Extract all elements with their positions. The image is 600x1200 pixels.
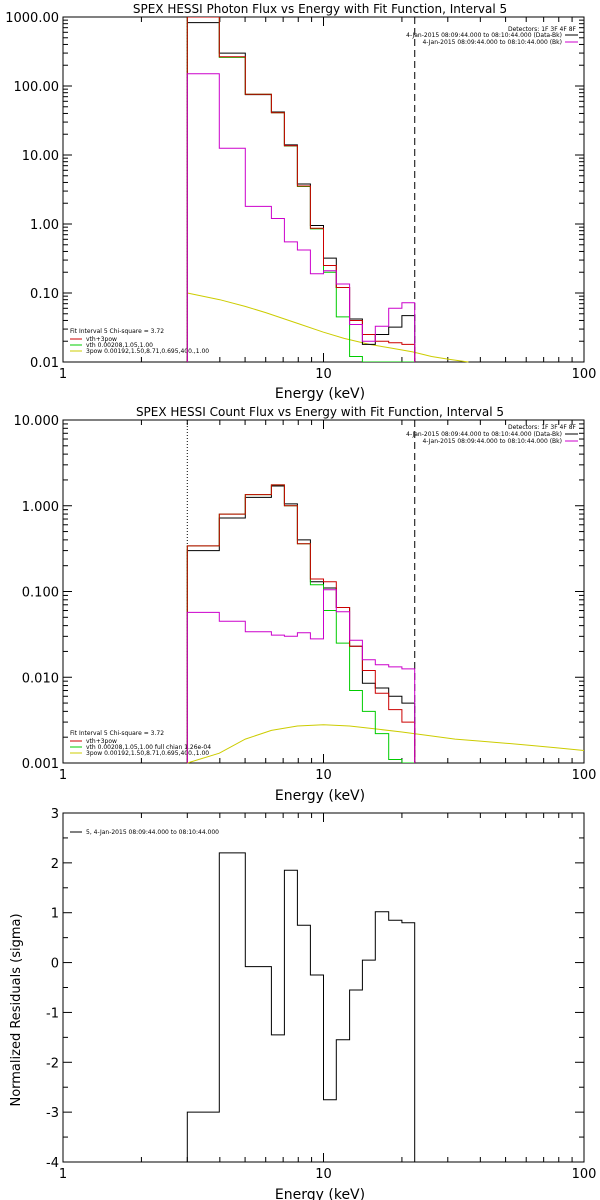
panel-3-y-tick-label: 1 [51, 907, 59, 922]
panel-1-plot-frame [62, 16, 585, 363]
panel-1-y-tick-label: 0.10 [30, 287, 59, 302]
panel-2-y-tick-label: 0.010 [22, 671, 59, 686]
panel-2-x-tick-label: 1 [59, 768, 67, 783]
panel-3-xlabel: Energy (keV) [275, 1187, 365, 1200]
panel-2-header-line-2: 4-Jan-2015 08:09:44.000 to 08:10:44.000 … [406, 431, 562, 438]
panel-2-y-tick-label: 1.000 [22, 500, 59, 515]
panel-3-y-tick-label: 0 [51, 957, 59, 972]
panel-1-x-tick-label: 1 [59, 367, 67, 382]
panel-3-x-tick-label: 100 [572, 1167, 597, 1182]
panel-2-fit-legend-2: vth 0.00208,1.05,1.00 full chian 1.26e-0… [86, 744, 211, 751]
panel-1-x-tick-label: 10 [315, 367, 332, 382]
panel-1-header-line-1: Detectors: 1F 3F 4F 8F [508, 26, 577, 33]
panel-1-fit-legend-0: Fit Interval 5 Chi-square = 3.72 [70, 328, 164, 335]
panel-3-y-tick-label: -4 [46, 1156, 59, 1171]
panel-2-series-step-2 [186, 484, 416, 763]
panel-count-flux: SPEX HESSI Count Flux vs Energy with Fit… [70, 405, 578, 804]
panel-2-fit-legend-1: vth+3pow [86, 738, 117, 745]
panel-2-fit-legend-0: Fit Interval 5 Chi-square = 3.72 [70, 730, 164, 737]
panel-2-series-step-3 [186, 589, 416, 763]
panel-1-fit-legend-1: vth+3pow [86, 336, 117, 343]
panel-1-y-tick-label: 1000.00 [5, 11, 59, 26]
panel-1-fit-legend-3: 3pow 0.00192,1.50,8.71,0.695,400.,1.00 [86, 348, 209, 355]
panel-2-y-tick-label: 10.000 [14, 414, 60, 429]
panel-2-title: SPEX HESSI Count Flux vs Energy with Fit… [136, 405, 504, 419]
panel-1-y-tick-label: 100.00 [14, 80, 60, 95]
panel-residuals: 5, 4-Jan-2015 08:09:44.000 to 08:10:44.0… [9, 829, 365, 1200]
panel-1-header-line-3: 4-Jan-2015 08:09:44.000 to 08:10:44.000 … [422, 39, 562, 46]
panel-3-y-tick-label: 3 [51, 807, 59, 822]
panel-3-y-tick-label: 2 [51, 857, 59, 872]
panel-3-y-tick-label: -3 [46, 1106, 59, 1121]
panel-photon-flux: SPEX HESSI Photon Flux vs Energy with Fi… [70, 2, 578, 402]
panel-1-series-step-0 [186, 22, 416, 362]
panel-2-header-line-1: Detectors: 1F 3F 4F 8F [508, 424, 577, 431]
panel-1-y-tick-label: 10.00 [22, 149, 59, 164]
panel-2-y-tick-label: 0.001 [22, 757, 59, 772]
panel-1-xlabel: Energy (keV) [275, 386, 365, 402]
panel-3-y-tick-label: -2 [46, 1056, 59, 1071]
panel-1-title: SPEX HESSI Photon Flux vs Energy with Fi… [133, 2, 507, 16]
panel-1-y-tick-label: 1.00 [30, 218, 59, 233]
panel-1-y-tick-label: 0.01 [30, 356, 59, 371]
panel-2-x-tick-label: 100 [572, 768, 597, 783]
panel-2-series-step-0 [186, 485, 416, 763]
panel-1-series-step-2 [186, 17, 416, 362]
panel-3-x-tick-label: 10 [315, 1167, 332, 1182]
panel-1-header-line-2: 4-Jan-2015 08:09:44.000 to 08:10:44.000 … [406, 32, 562, 39]
panel-1-series-step-1 [186, 17, 415, 362]
panel-1-fit-legend-2: vth 0.00208,1.05,1.00 [86, 342, 153, 349]
panel-3-legend-text: 5, 4-Jan-2015 08:09:44.000 to 08:10:44.0… [86, 829, 219, 836]
panel-3-ylabel: Normalized Residuals (sigma) [9, 913, 24, 1106]
panel-1-series-step-3 [186, 73, 416, 362]
panel-2-xlabel: Energy (keV) [275, 788, 365, 804]
panel-3-series-step-0 [186, 852, 416, 1162]
panel-2-fit-legend-3: 3pow 0.00192,1.50,8.71,0.695,400.,1.00 [86, 750, 209, 757]
panel-2-series-step-1 [186, 484, 415, 763]
panel-2-series-yellow-curve [187, 724, 585, 764]
panel-2-header-line-3: 4-Jan-2015 08:09:44.000 to 08:10:44.000 … [422, 438, 562, 445]
panel-1-x-tick-label: 100 [572, 367, 597, 382]
panel-2-x-tick-label: 10 [315, 768, 332, 783]
panel-3-y-tick-label: -1 [46, 1006, 59, 1021]
panel-2-y-tick-label: 0.100 [22, 586, 59, 601]
panel-1-series-yellow-curve [187, 292, 469, 363]
panel-3-x-tick-label: 1 [59, 1167, 67, 1182]
